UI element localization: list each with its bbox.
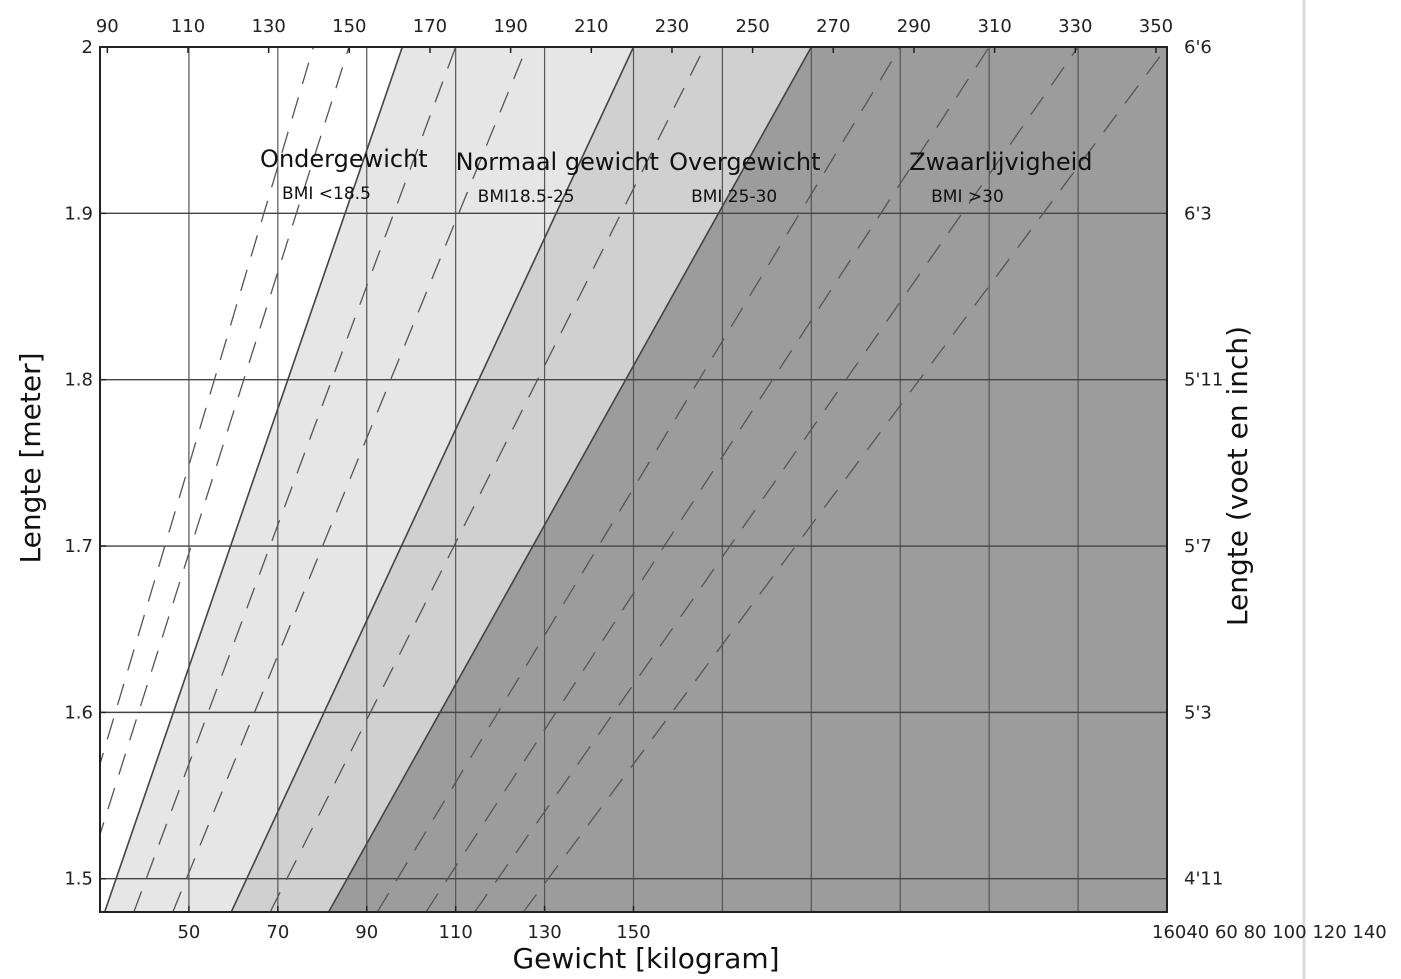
- y-axis-right-title: Lengte (voet en inch): [1221, 326, 1254, 626]
- x-bottom-end-label: 16040 60 80 100 120 140: [1152, 922, 1387, 943]
- bmi-dashed-line: [269, 47, 706, 912]
- bmi-dashed-line: [133, 47, 457, 912]
- zone-area-1: [100, 47, 403, 912]
- x-top-tick-label: 90: [96, 16, 119, 37]
- zone-name-label: Zwaarlijvigheid: [909, 148, 1092, 176]
- y-tick-label: 1.7: [64, 536, 93, 557]
- zone-name-label: Normaal gewicht: [456, 148, 659, 176]
- zone-bmi-label: BMI 25-30: [691, 187, 777, 207]
- x-top-tick-label: 290: [897, 16, 931, 37]
- y-tick-label: 1.6: [64, 702, 93, 723]
- x-bottom-tick-label: 110: [438, 922, 472, 943]
- zone-name-label: Ondergewicht: [260, 145, 428, 173]
- x-top-tick-label: 150: [332, 16, 366, 37]
- y-right-tick-label: 5'7: [1184, 536, 1212, 557]
- y-tick-label: 1.8: [64, 370, 93, 391]
- x-top-tick-label: 210: [574, 16, 608, 37]
- x-top-tick-label: 190: [493, 16, 527, 37]
- y-right-tick-label: 6'6: [1184, 37, 1212, 58]
- y-tick-label: 1.9: [64, 203, 93, 224]
- x-top-tick-label: 130: [251, 16, 285, 37]
- bmi-boundary-line: [327, 47, 813, 912]
- y-tick-label: 1.5: [64, 869, 93, 890]
- x-bottom-tick-label: 130: [527, 922, 561, 943]
- x-axis-title: Gewicht [kilogram]: [512, 942, 779, 975]
- zone-area-2: [104, 47, 634, 912]
- bmi-dashed-line: [376, 47, 901, 912]
- x-bottom-tick-label: 150: [616, 922, 650, 943]
- x-top-tick-label: 250: [735, 16, 769, 37]
- x-bottom-tick-label: 70: [266, 922, 289, 943]
- bmi-dashed-line: [425, 47, 990, 912]
- bmi-dashed-line: [474, 47, 1079, 912]
- y-right-tick-label: 6'3: [1184, 203, 1212, 224]
- bmi-boundary-line: [230, 47, 635, 912]
- x-top-tick-label: 350: [1139, 16, 1173, 37]
- x-bottom-tick-label: 50: [177, 922, 200, 943]
- bmi-dashed-line: [100, 47, 350, 837]
- zone-area-3: [231, 47, 812, 912]
- y-right-tick-label: 4'11: [1184, 869, 1223, 890]
- x-top-tick-label: 110: [171, 16, 205, 37]
- x-top-tick-label: 270: [816, 16, 850, 37]
- x-top-tick-label: 330: [1058, 16, 1092, 37]
- y-axis-title: Lengte [meter]: [14, 352, 47, 563]
- x-top-tick-label: 310: [977, 16, 1011, 37]
- x-top-tick-label: 170: [413, 16, 447, 37]
- zone-area-4: [328, 47, 1167, 912]
- y-tick-label: 2: [82, 37, 93, 58]
- x-top-tick-label: 230: [655, 16, 689, 37]
- bmi-dashed-line: [100, 47, 315, 767]
- y-right-tick-label: 5'11: [1184, 370, 1223, 391]
- bmi-boundary-line: [103, 47, 404, 912]
- zone-bmi-label: BMI >30: [931, 187, 1004, 207]
- zone-name-label: Overgewicht: [669, 148, 820, 176]
- y-right-tick-label: 5'3: [1184, 702, 1212, 723]
- bmi-dashed-line: [172, 47, 528, 912]
- zone-bmi-label: BMI18.5-25: [478, 187, 575, 207]
- x-bottom-tick-label: 90: [355, 922, 378, 943]
- zone-bmi-label: BMI <18.5: [282, 184, 371, 204]
